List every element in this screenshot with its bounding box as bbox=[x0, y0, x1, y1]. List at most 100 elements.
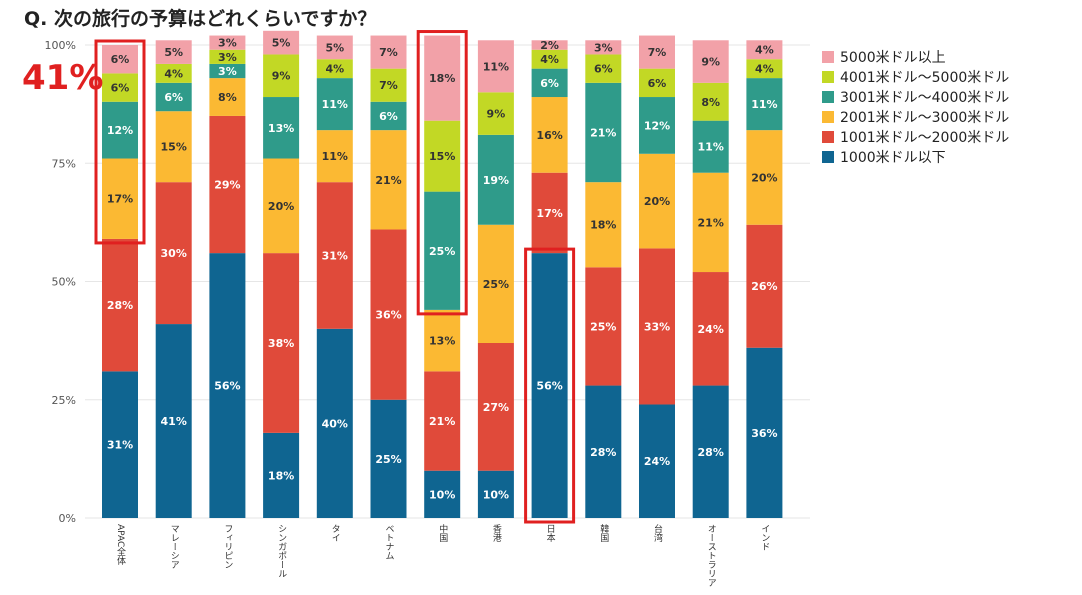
bar-segment bbox=[746, 59, 783, 79]
bar-segment bbox=[102, 371, 138, 518]
bar-segment bbox=[316, 182, 353, 329]
data-label: 3% bbox=[594, 41, 613, 54]
highlight-box-japan bbox=[524, 247, 576, 524]
data-label: 24% bbox=[644, 455, 670, 468]
bar-segment bbox=[585, 385, 622, 518]
data-label: 11% bbox=[698, 141, 724, 154]
bar-segment bbox=[102, 238, 138, 372]
bar-segment bbox=[746, 40, 783, 60]
data-label: 3% bbox=[218, 51, 237, 64]
data-label: 4% bbox=[325, 63, 344, 76]
data-label: 7% bbox=[379, 79, 398, 92]
data-label: 5% bbox=[272, 37, 291, 50]
data-label: 6% bbox=[164, 91, 183, 104]
bar-segment bbox=[692, 385, 729, 518]
data-label: 36% bbox=[375, 309, 401, 322]
data-label: 6% bbox=[594, 63, 613, 76]
bar-segment bbox=[263, 54, 300, 98]
data-label: 56% bbox=[536, 380, 562, 393]
bar-segment bbox=[639, 68, 675, 98]
bar-segment bbox=[585, 54, 622, 83]
data-label: 16% bbox=[536, 129, 562, 142]
data-label: 6% bbox=[540, 77, 559, 90]
bar-segment bbox=[155, 182, 192, 325]
bar-segment bbox=[102, 158, 138, 239]
data-label: 6% bbox=[379, 110, 398, 123]
data-label: 13% bbox=[268, 122, 294, 135]
y-tick-label: 0% bbox=[59, 512, 76, 525]
data-label: 10% bbox=[483, 488, 509, 501]
data-label: 9% bbox=[487, 108, 506, 121]
data-label: 40% bbox=[322, 417, 348, 430]
data-label: 11% bbox=[483, 60, 509, 73]
data-label: 4% bbox=[755, 44, 774, 57]
bar-segment bbox=[209, 253, 246, 518]
bar-segment bbox=[692, 40, 729, 83]
data-label: 24% bbox=[698, 323, 724, 336]
data-label: 21% bbox=[375, 174, 401, 187]
bar-segment bbox=[209, 78, 246, 116]
bar-segment bbox=[477, 40, 514, 93]
x-category-label: 台湾 bbox=[652, 523, 663, 543]
data-label: 5% bbox=[325, 41, 344, 54]
x-category-label: 日本 bbox=[545, 524, 556, 543]
data-label: 6% bbox=[111, 82, 130, 95]
data-label: 31% bbox=[107, 439, 133, 452]
x-category-label: シンガポール bbox=[276, 524, 287, 578]
bar-segment bbox=[424, 470, 461, 518]
data-label: 5% bbox=[164, 46, 183, 59]
x-category-label: タイ bbox=[330, 524, 341, 542]
bar-segment bbox=[316, 78, 353, 131]
legend-swatch bbox=[822, 151, 834, 163]
data-label: 6% bbox=[648, 77, 667, 90]
bar-segment bbox=[424, 120, 461, 192]
bar-segment bbox=[155, 324, 192, 518]
data-label: 15% bbox=[161, 141, 187, 154]
bar-segment bbox=[263, 158, 300, 254]
chart-title: Q. 次の旅行の予算はどれくらいですか？ bbox=[24, 8, 377, 30]
bar-segment bbox=[209, 49, 246, 64]
bar-segment bbox=[531, 68, 568, 98]
bar-segment bbox=[424, 371, 461, 471]
legend-swatch bbox=[822, 111, 834, 123]
data-label: 9% bbox=[701, 56, 720, 69]
bar-segment bbox=[692, 172, 729, 273]
data-label: 6% bbox=[111, 53, 130, 66]
legend-label: 2001米ドル〜3000米ドル bbox=[840, 110, 1009, 126]
data-label: 20% bbox=[644, 195, 670, 208]
data-label: 18% bbox=[429, 72, 455, 85]
x-category-label: インド bbox=[759, 524, 770, 551]
x-category-label: 香港 bbox=[491, 524, 502, 542]
bar-segment bbox=[692, 272, 729, 386]
bar-segment bbox=[102, 73, 138, 102]
bar-segment bbox=[316, 130, 353, 183]
data-label: 15% bbox=[429, 150, 455, 163]
legend-label: 5000米ドル以上 bbox=[840, 50, 946, 66]
x-category-label: ベトナム bbox=[384, 524, 395, 560]
data-label: 21% bbox=[698, 216, 724, 229]
bar-segment bbox=[746, 130, 783, 225]
data-label: 28% bbox=[590, 446, 616, 459]
highlight-callout: 41% bbox=[22, 58, 104, 98]
data-label: 8% bbox=[218, 91, 237, 104]
legend-swatch bbox=[822, 91, 834, 103]
bar-segment bbox=[370, 130, 407, 230]
bar-segment bbox=[477, 224, 514, 343]
legend-label: 1000米ドル以下 bbox=[840, 150, 946, 166]
bar-segment bbox=[692, 120, 729, 173]
bar-segment bbox=[263, 30, 300, 55]
bar-segment bbox=[477, 92, 514, 135]
bar-segment bbox=[209, 35, 246, 50]
bar-segment bbox=[102, 101, 138, 159]
legend-swatch bbox=[822, 71, 834, 83]
data-label: 25% bbox=[483, 278, 509, 291]
data-label: 4% bbox=[755, 63, 774, 76]
x-category-label: 韓国 bbox=[598, 524, 609, 543]
data-label: 12% bbox=[107, 124, 133, 137]
data-label: 9% bbox=[272, 70, 291, 83]
bar-segment bbox=[585, 182, 622, 268]
data-label: 7% bbox=[379, 46, 398, 59]
bar-segment bbox=[424, 191, 461, 310]
y-tick-label: 25% bbox=[52, 394, 76, 407]
